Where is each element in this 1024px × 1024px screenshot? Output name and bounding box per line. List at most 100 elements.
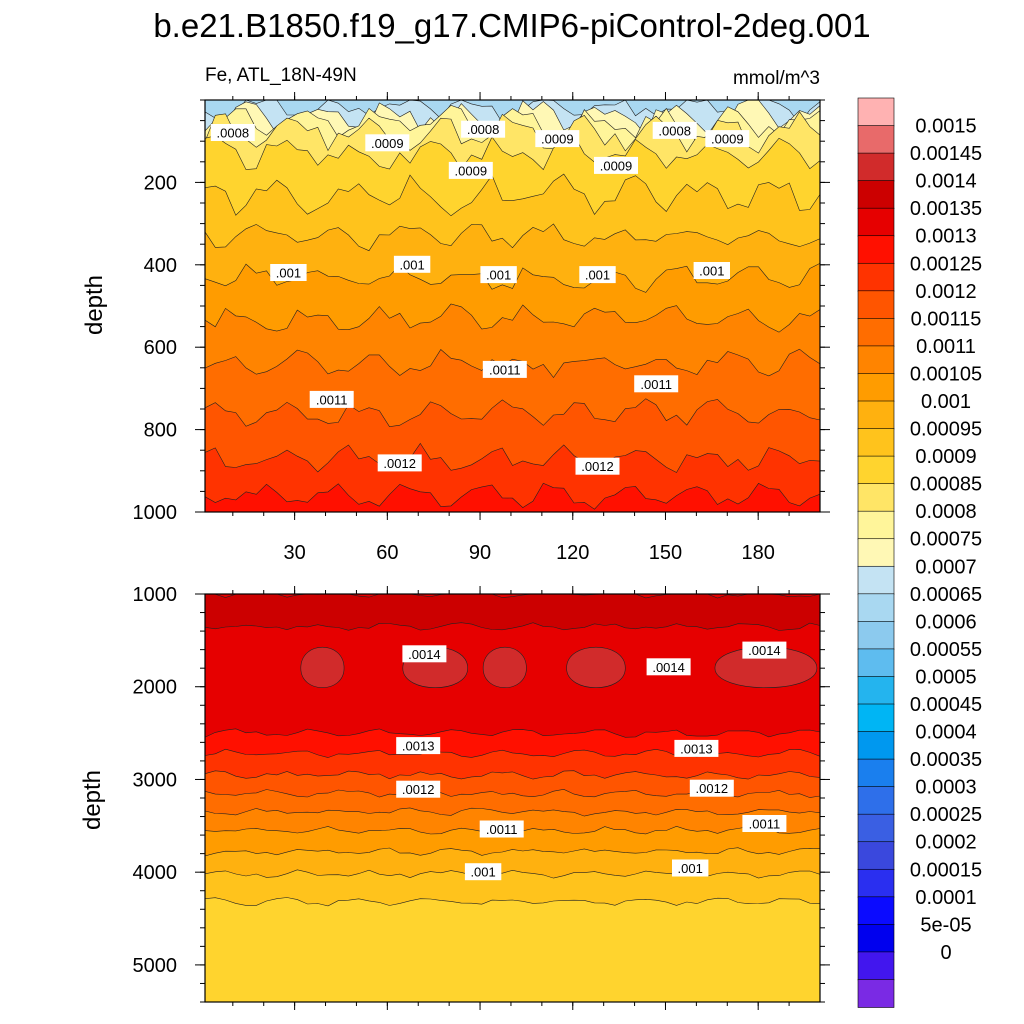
contour-label-box [448, 161, 493, 179]
colorbar-swatch [857, 786, 895, 815]
contour-label: .0011 [742, 815, 787, 832]
contour-label-box [210, 124, 255, 141]
colorbar-label: 0.00105 [910, 364, 982, 386]
upper-panel: .0008 .0008 .0008 .0009 .0009 .0009 .0009 .0009… [133, 92, 830, 564]
colorbar-label: 0.00135 [910, 198, 982, 220]
colorbar-label: 0.00065 [910, 584, 982, 606]
colorbar-label: 0.0007 [915, 556, 976, 578]
colorbar-swatch [857, 731, 895, 760]
colorbar-swatch [857, 538, 895, 568]
lower-field: .0014 .0014 .0014 .0013 .0013 .0012 .0012 .0011… [205, 594, 820, 1002]
upper-contour-band [205, 442, 820, 512]
contour-label: .0013 [396, 737, 441, 755]
colorbar-swatch [857, 924, 895, 953]
contour-label-text: .0013 [680, 741, 713, 756]
colorbar-label: 0.00075 [910, 529, 982, 551]
contour-label-box [579, 266, 616, 284]
contour-label-text: .0012 [581, 459, 614, 474]
colorbar-swatch [857, 621, 895, 650]
colorbar-label: 0.00055 [910, 639, 982, 661]
upper-contour-band [205, 482, 820, 512]
y-tick-label: 4000 [133, 862, 178, 884]
contour-label: .0012 [689, 779, 734, 797]
contour-label-text: .0008 [658, 123, 691, 138]
y-tick-label: 200 [144, 172, 177, 194]
x-tick-label: 180 [742, 542, 775, 564]
colorbar-swatch [857, 703, 895, 733]
lower-ylabel: depth [79, 770, 106, 830]
colorbar-label: 0.0013 [915, 226, 976, 248]
y-tick-label: 400 [144, 255, 177, 277]
colorbar-label: 0.00025 [910, 804, 982, 826]
contour-label-box [464, 863, 502, 881]
contour-label-box [402, 645, 447, 663]
y-tick-label: 600 [144, 337, 177, 359]
colorbar-label: 0.00035 [910, 749, 982, 771]
colorbar-swatch [857, 345, 895, 375]
colorbar-swatch [857, 565, 895, 595]
contour-label-box [270, 264, 307, 281]
contour-label-text: .0009 [371, 136, 404, 151]
y-tick-label: 800 [144, 420, 177, 442]
colorbar-label: 0.00015 [910, 859, 982, 881]
colorbar-swatch [857, 180, 895, 209]
lower-panel: .0014.0014.0014.0013.0013.0012.0012.0011… [133, 584, 830, 1010]
upper-field: .0008 .0008 .0008 .0009 .0009 .0009 .0009 .0009… [205, 100, 820, 512]
contour-label-text: .0014 [652, 660, 685, 675]
colorbar-swatch [857, 428, 895, 457]
colorbar-swatch [857, 235, 895, 265]
contour-label-box [689, 779, 734, 797]
contour-label-box [461, 120, 506, 138]
contour-label-box [652, 121, 697, 139]
contour-label-box [480, 266, 517, 284]
chart-title: b.e21.B1850.f19_g17.CMIP6-piControl-2deg… [153, 7, 870, 44]
colorbar-swatch [857, 648, 895, 678]
x-tick-label: 60 [376, 542, 398, 564]
contour-label-box [672, 859, 709, 877]
colorbar-swatch [857, 455, 895, 485]
contour-label: .0011 [634, 375, 679, 393]
colorbar-swatch [857, 97, 895, 127]
y-tick-label: 1000 [133, 584, 178, 606]
contour-label-text: .001 [585, 268, 610, 283]
contour-label-box [742, 815, 787, 832]
contour-label-text: .0011 [486, 822, 518, 837]
patch-0-00145 [482, 646, 527, 688]
contour-label-text: .001 [678, 861, 703, 876]
upper-ylabel: depth [81, 275, 108, 335]
contour-label: .0009 [365, 134, 410, 152]
contour-label: .001 [464, 863, 502, 881]
contour-label: .0008 [210, 124, 255, 141]
contour-label: .0012 [377, 454, 422, 472]
variable-region-label: Fe, ATL_18N-49N [205, 65, 357, 86]
contour-label: .0014 [646, 658, 691, 676]
colorbar-label: 5e-05 [920, 914, 971, 936]
contour-label-text: .0012 [402, 782, 435, 797]
colorbar-swatch [857, 373, 895, 402]
colorbar-swatch [857, 593, 895, 623]
contour-label: .0008 [461, 120, 506, 138]
colorbar-swatch [857, 152, 895, 182]
contour-label-text: .0008 [217, 126, 250, 141]
contour-label-text: .0008 [467, 122, 500, 137]
patch-0-00145 [300, 646, 345, 688]
contour-label-box [377, 454, 422, 472]
colorbar-swatch [857, 125, 895, 154]
contour-label-box [646, 658, 691, 676]
colorbar-label: 0.0002 [915, 832, 976, 854]
contour-label-box [479, 820, 524, 838]
contour-label-text: .0014 [408, 647, 441, 662]
x-tick-label: 120 [556, 542, 589, 564]
contour-label-text: .001 [470, 865, 495, 880]
contour-label-text: .0011 [640, 377, 672, 392]
colorbar-label: 0.0006 [915, 611, 976, 633]
colorbar-label: 0.0003 [915, 777, 976, 799]
colorbar-swatch [857, 758, 895, 788]
contour-label-text: .0012 [383, 456, 416, 471]
contour-label-box [393, 255, 431, 273]
colorbar-swatch [857, 262, 895, 292]
contour-label-box [365, 134, 410, 152]
colorbar-label: 0.001 [921, 391, 971, 413]
contour-label-text: .001 [486, 268, 511, 283]
